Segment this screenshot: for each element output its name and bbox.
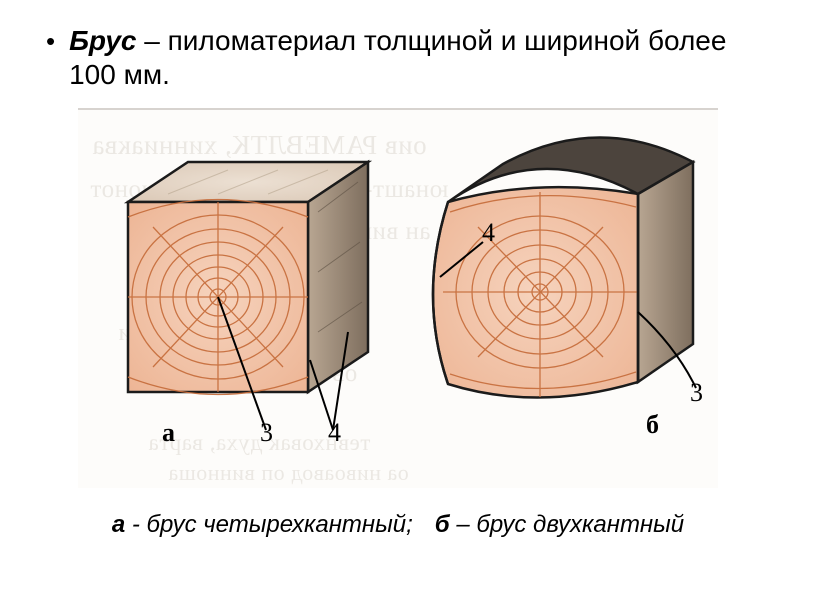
bullet-marker: • bbox=[40, 24, 55, 58]
label-4a: 4 bbox=[328, 418, 341, 448]
caption-a-letter: а bbox=[112, 511, 125, 538]
caption-a-text: - брус четырехкантный; bbox=[125, 511, 413, 538]
definition-rest: – пиломатериал толщиной и шириной более … bbox=[69, 25, 726, 90]
figure: оив РАМЕВЛТК, хинниаква юнашт-на коллм н… bbox=[78, 108, 718, 488]
definition-bullet: • Брус – пиломатериал толщиной и шириной… bbox=[40, 24, 756, 92]
label-3b: 3 bbox=[690, 378, 703, 408]
caption-b-text: – брус двухкантный bbox=[450, 511, 685, 538]
term: Брус bbox=[69, 25, 136, 56]
label-3a: 3 bbox=[260, 418, 273, 448]
definition-text: Брус – пиломатериал толщиной и шириной б… bbox=[69, 24, 756, 92]
caption-b-letter: б bbox=[435, 511, 450, 538]
label-b: б bbox=[646, 410, 659, 440]
beam-b bbox=[433, 137, 693, 397]
caption: а - брус четырехкантный; б – брус двухкан… bbox=[40, 510, 756, 540]
label-a: а bbox=[162, 418, 175, 448]
label-4b: 4 bbox=[482, 218, 495, 248]
beam-a bbox=[128, 162, 368, 395]
